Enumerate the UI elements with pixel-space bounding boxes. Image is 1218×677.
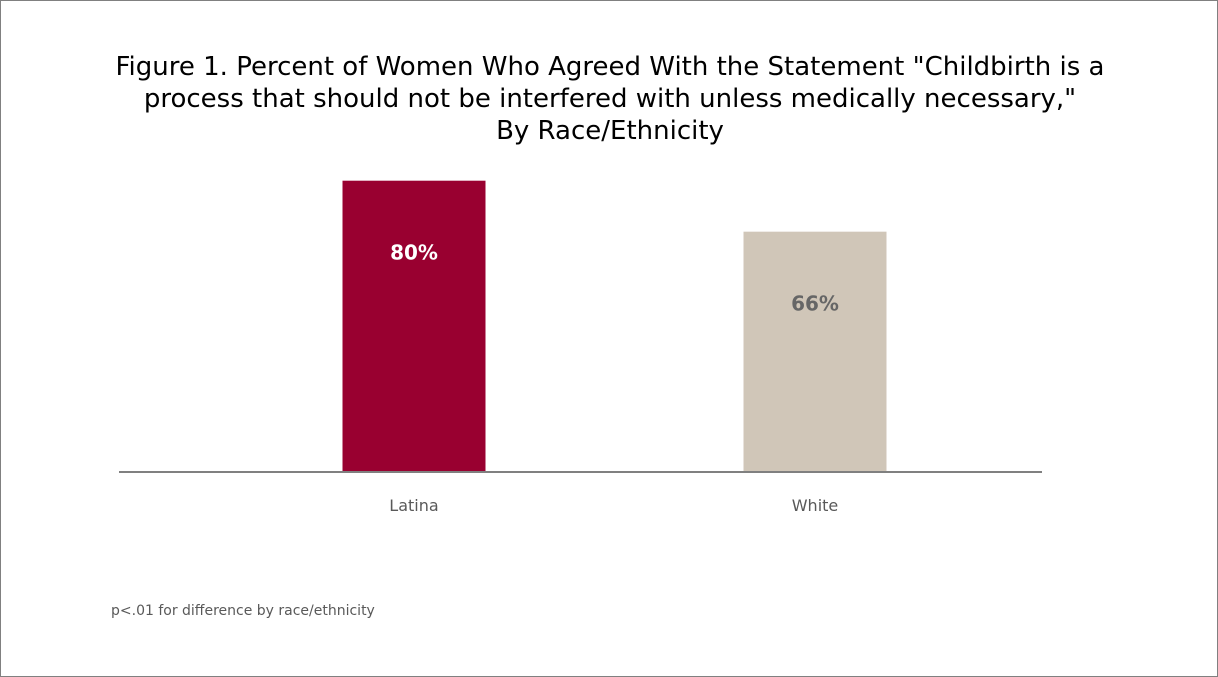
bar-latina — [342, 180, 486, 472]
data-label-latina: 80% — [390, 241, 438, 265]
title-line-1: Figure 1. Percent of Women Who Agreed Wi… — [115, 52, 1105, 82]
bar-white — [743, 231, 887, 472]
data-label-white: 66% — [791, 292, 839, 316]
category-label-white: White — [792, 496, 839, 515]
title-line-2: process that should not be interfered wi… — [143, 84, 1077, 114]
title-line-3: By Race/Ethnicity — [496, 116, 724, 146]
category-label-latina: Latina — [389, 496, 438, 515]
chart-title: Figure 1. Percent of Women Who Agreed Wi… — [61, 51, 1159, 147]
footnote: p<.01 for difference by race/ethnicity — [111, 603, 375, 619]
